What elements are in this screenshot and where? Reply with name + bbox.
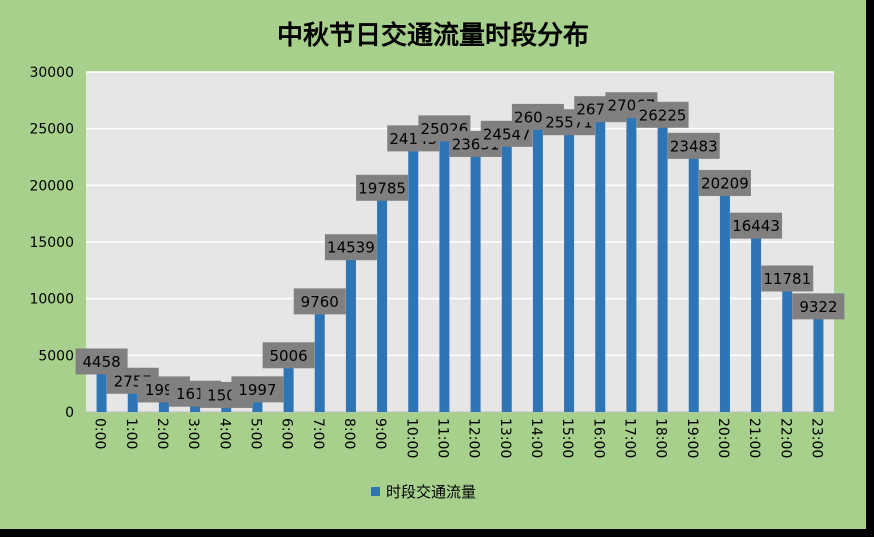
data-label-box xyxy=(356,174,409,201)
bar xyxy=(626,105,637,413)
bar xyxy=(532,116,543,412)
x-tick-label: 13:00 xyxy=(497,418,513,458)
x-tick-label: 11:00 xyxy=(434,418,450,458)
data-label-box xyxy=(792,293,845,320)
bar xyxy=(719,182,730,412)
data-label-box xyxy=(262,342,315,369)
data-label-text: 11781 xyxy=(763,270,811,288)
x-tick-label: 22:00 xyxy=(777,418,793,458)
data-label-box xyxy=(667,132,720,159)
bar-chart: 中秋节日交通流量时段分布 0 5000 10000 15000 20000 25000 30… xyxy=(29,20,845,501)
data-label: 26225 xyxy=(636,101,689,128)
y-tick-label: 10000 xyxy=(29,292,74,308)
data-label: 11781 xyxy=(761,265,814,292)
data-label: 16443 xyxy=(730,212,783,239)
data-label: 23483 xyxy=(667,132,720,159)
x-tick-label: 19:00 xyxy=(684,418,700,458)
data-label: 5006 xyxy=(262,342,315,369)
data-label: 9760 xyxy=(293,288,346,315)
bar xyxy=(688,145,699,413)
gridlines xyxy=(86,71,834,357)
data-label-text: 1997 xyxy=(238,381,276,399)
data-label: 20209 xyxy=(698,169,751,196)
x-tick-label: 7:00 xyxy=(310,418,326,449)
data-label-box xyxy=(761,265,814,292)
data-label-box xyxy=(730,212,783,239)
data-label-text: 14539 xyxy=(327,239,375,257)
legend-label: 时段交通流量 xyxy=(386,483,476,501)
bar xyxy=(813,306,824,412)
bar xyxy=(751,225,762,412)
data-label-box xyxy=(636,101,689,128)
y-tick-label: 5000 xyxy=(38,348,74,364)
x-tick-label: 8:00 xyxy=(341,418,357,449)
data-label: 14539 xyxy=(324,234,377,261)
bar xyxy=(283,355,294,412)
x-tick-label: 10:00 xyxy=(403,418,419,458)
data-label: 1997 xyxy=(231,376,284,403)
y-tick-label: 30000 xyxy=(29,65,74,81)
bar xyxy=(564,122,575,412)
bar xyxy=(377,187,388,412)
x-tick-label: 9:00 xyxy=(372,418,388,449)
x-tick-label: 20:00 xyxy=(715,418,731,458)
y-tick-label: 25000 xyxy=(29,122,74,138)
x-tick-label: 6:00 xyxy=(279,418,295,449)
y-axis: 0 5000 10000 15000 20000 25000 30000 xyxy=(29,65,834,421)
bar xyxy=(345,247,356,412)
data-label-text: 9760 xyxy=(301,293,339,311)
y-tick-label: 0 xyxy=(65,405,74,421)
x-axis: 0:00 1:00 2:00 3:00 4:00 5:00 6:00 7:00 8:00 9:00… xyxy=(92,418,825,458)
bar xyxy=(595,109,606,413)
data-label-text: 9322 xyxy=(799,298,837,316)
bar xyxy=(782,278,793,412)
x-tick-label: 0:00 xyxy=(92,418,108,449)
data-label-text: 26225 xyxy=(639,106,687,124)
x-tick-label: 1:00 xyxy=(123,418,139,449)
bar-series xyxy=(96,105,824,413)
data-label: 19785 xyxy=(356,174,409,201)
legend-swatch xyxy=(371,487,380,496)
data-label-text: 5006 xyxy=(269,347,307,365)
bar xyxy=(127,380,138,412)
bar xyxy=(657,114,668,413)
x-tick-label: 5:00 xyxy=(247,418,263,449)
data-label-text: 4458 xyxy=(82,353,120,371)
x-tick-label: 2:00 xyxy=(154,418,170,449)
data-label-text: 16443 xyxy=(732,217,780,235)
bar xyxy=(470,143,481,413)
y-tick-label: 20000 xyxy=(29,178,74,194)
data-label-text: 23483 xyxy=(670,137,718,155)
x-tick-label: 16:00 xyxy=(590,418,606,458)
data-labels: 4458275719911613150519975006976014539197… xyxy=(75,92,845,408)
bar xyxy=(439,128,450,412)
data-label: 9322 xyxy=(792,293,845,320)
legend: 时段交通流量 xyxy=(371,483,476,501)
bar xyxy=(408,138,419,412)
bar xyxy=(501,133,512,412)
x-tick-label: 17:00 xyxy=(621,418,637,458)
x-tick-label: 15:00 xyxy=(559,418,575,458)
chart-area: 中秋节日交通流量时段分布 0 5000 10000 15000 20000 25000 30… xyxy=(0,0,866,529)
x-tick-label: 12:00 xyxy=(466,418,482,458)
bar xyxy=(314,301,325,412)
data-label-text: 19785 xyxy=(358,179,406,197)
x-tick-label: 4:00 xyxy=(216,418,232,449)
data-label-box xyxy=(293,288,346,315)
data-label-box xyxy=(698,169,751,196)
data-label-box xyxy=(324,234,377,261)
data-label-box xyxy=(231,376,284,403)
data-label-text: 20209 xyxy=(701,174,749,192)
x-tick-label: 3:00 xyxy=(185,418,201,449)
chart-title: 中秋节日交通流量时段分布 xyxy=(277,20,589,51)
x-tick-label: 14:00 xyxy=(528,418,544,458)
x-tick-label: 21:00 xyxy=(746,418,762,458)
bar xyxy=(96,361,107,412)
x-tick-label: 18:00 xyxy=(653,418,669,458)
x-tick-label: 23:00 xyxy=(808,418,824,458)
y-tick-label: 15000 xyxy=(29,235,74,251)
